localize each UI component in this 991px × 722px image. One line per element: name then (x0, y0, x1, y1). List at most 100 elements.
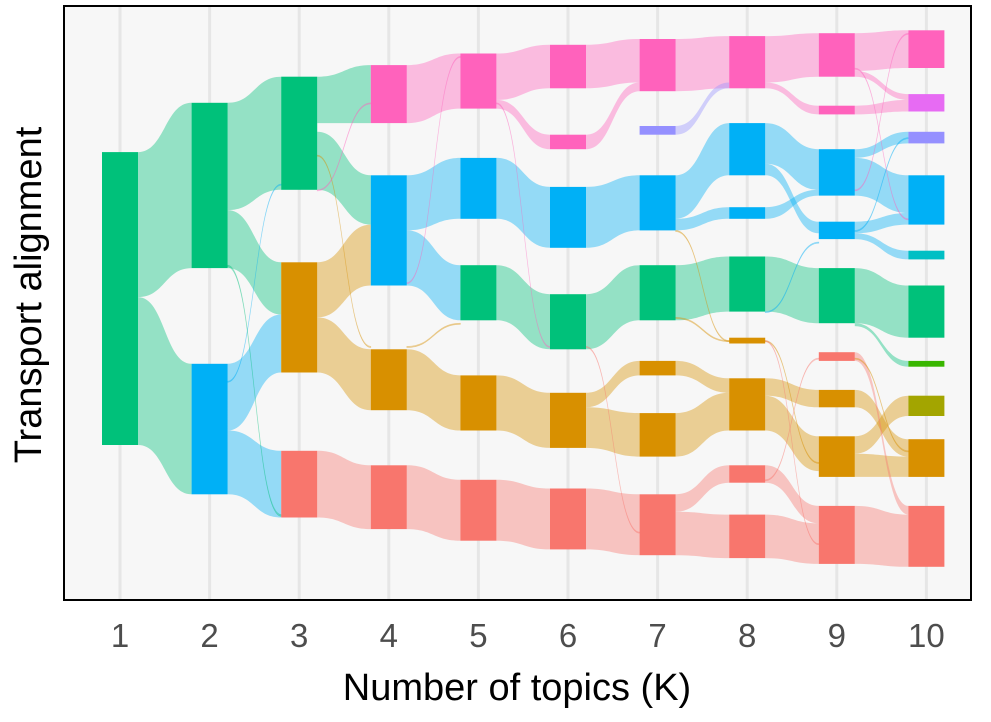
flow-band (138, 297, 192, 495)
flow-band (227, 76, 282, 211)
topic-node (550, 186, 586, 248)
flow-band (586, 360, 640, 408)
x-tick-label: 10 (908, 617, 945, 654)
topic-node (550, 294, 586, 350)
flow-band (854, 213, 909, 234)
topic-node (729, 123, 766, 176)
y-axis-title: Transport alignment (8, 126, 50, 463)
flow-band (586, 488, 640, 556)
flow-band (765, 395, 819, 472)
flow-band (406, 349, 461, 431)
x-tick-label: 4 (380, 617, 398, 654)
flow-band (496, 479, 550, 550)
flow-band (496, 265, 550, 350)
topic-node (460, 479, 497, 541)
topic-node (818, 149, 855, 196)
topic-node (818, 221, 855, 240)
flow-band (854, 157, 909, 213)
flow-band (854, 70, 909, 100)
topic-node (908, 94, 945, 112)
topic-node (729, 256, 766, 312)
x-tick-label: 7 (648, 617, 666, 654)
flow-band (854, 395, 909, 454)
flow-band (675, 511, 730, 559)
topic-node (818, 105, 855, 115)
topic-node (818, 505, 855, 564)
flow-band (765, 82, 819, 115)
flow-band (227, 210, 282, 315)
topic-node (639, 39, 676, 92)
flow-band (406, 53, 461, 124)
topic-node (908, 250, 945, 260)
flow-band (317, 224, 371, 318)
topic-node (281, 76, 318, 190)
topic-node (908, 395, 945, 416)
topic-node (281, 262, 318, 373)
flow-band (227, 314, 282, 431)
flow-band (765, 163, 819, 234)
topic-node (191, 363, 228, 495)
flow-band (765, 465, 819, 524)
x-tick-label: 6 (559, 617, 577, 654)
flow-band (854, 323, 909, 367)
topic-nodes (102, 30, 945, 567)
topic-node (639, 126, 676, 135)
flow-band (316, 154, 372, 348)
topic-node (818, 352, 855, 361)
topic-node (550, 44, 586, 89)
flow-band (586, 82, 640, 150)
topic-node (639, 175, 676, 231)
flow-band (675, 256, 730, 321)
flow-band (317, 317, 371, 411)
topic-node (908, 505, 945, 567)
flow-band (406, 322, 461, 348)
topic-node (460, 265, 497, 321)
flow-band (406, 157, 461, 231)
flow-band (675, 36, 730, 92)
flow-band (765, 189, 819, 219)
topic-node (908, 285, 945, 338)
topic-node (729, 514, 766, 559)
flow-band (227, 430, 282, 518)
flow-band (765, 514, 819, 564)
topic-node (639, 265, 676, 321)
x-tick-label: 3 (290, 617, 308, 654)
flows (138, 30, 909, 567)
flow-band (764, 241, 820, 314)
topic-node (370, 175, 407, 286)
flow-band (765, 123, 819, 190)
flow-band (496, 375, 550, 448)
flow-band (317, 65, 371, 124)
topic-node (908, 175, 945, 225)
flow-band (317, 450, 371, 530)
topic-node (908, 360, 945, 367)
topic-node (818, 389, 855, 408)
topic-node (729, 465, 766, 483)
topic-node (818, 436, 855, 477)
flow-band (496, 157, 550, 248)
flow-band (854, 30, 909, 71)
flow-band (854, 131, 909, 158)
topic-node (370, 349, 407, 411)
topic-node (908, 30, 945, 68)
topic-node (460, 157, 497, 219)
flow-band (496, 99, 550, 150)
topic-node (639, 494, 676, 556)
topic-node (908, 439, 945, 477)
flow-band (675, 123, 730, 219)
flow-band (406, 465, 461, 541)
topic-node (102, 152, 138, 445)
topic-node (550, 134, 586, 150)
x-tick-label: 8 (738, 617, 756, 654)
flow-band (586, 407, 640, 457)
flow-band (854, 268, 909, 338)
flow-band (496, 44, 550, 100)
x-tick-label: 1 (111, 617, 129, 654)
topic-node (370, 65, 407, 124)
x-axis-title: Number of topics (K) (343, 667, 691, 709)
x-tick-labels: 1 2 3 4 5 6 7 8 9 10 (111, 617, 945, 654)
topic-node (460, 53, 497, 109)
x-tick-label: 5 (469, 617, 487, 654)
topic-node (550, 392, 586, 448)
